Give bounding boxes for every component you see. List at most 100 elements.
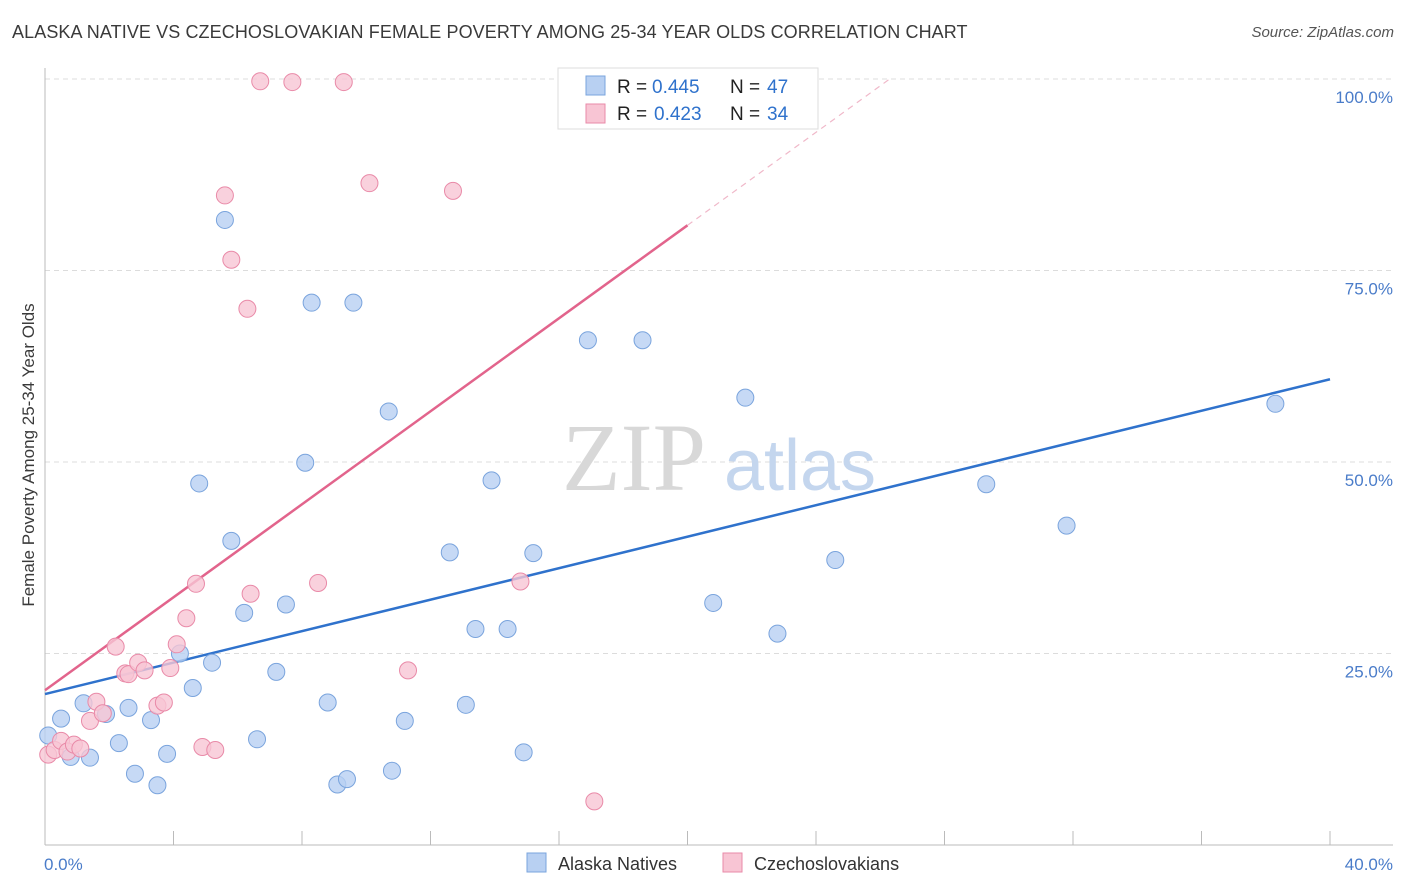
point-czechoslovakians — [399, 661, 418, 680]
point-alaska-natives — [318, 693, 337, 712]
point-alaska-natives — [768, 624, 787, 643]
point-czechoslovakians — [585, 792, 604, 811]
point-alaska-natives — [125, 764, 144, 783]
point-alaska-natives — [704, 593, 723, 612]
point-czechoslovakians — [222, 250, 241, 269]
point-czechoslovakians — [238, 299, 257, 318]
y-axis-label: Female Poverty Among 25-34 Year Olds — [19, 303, 38, 606]
point-alaska-natives — [52, 709, 71, 728]
chart-title: ALASKA NATIVE VS CZECHOSLOVAKIAN FEMALE … — [12, 22, 968, 42]
point-alaska-natives — [466, 619, 485, 638]
point-czechoslovakians — [443, 181, 462, 200]
legend-n-label: N = — [730, 77, 760, 98]
point-alaska-natives — [736, 388, 755, 407]
x-tick-label-min: 0.0% — [44, 855, 83, 874]
point-alaska-natives — [440, 543, 459, 562]
point-alaska-natives — [267, 662, 286, 681]
point-alaska-natives — [344, 293, 363, 312]
point-alaska-natives — [276, 595, 295, 614]
data-points — [39, 72, 1285, 811]
point-czechoslovakians — [215, 186, 234, 205]
legend-r-value: 0.445 — [652, 77, 700, 98]
point-czechoslovakians — [186, 574, 205, 593]
legend-n-label: N = — [730, 104, 760, 125]
point-alaska-natives — [1266, 394, 1285, 413]
point-alaska-natives — [524, 544, 543, 563]
legend-r-value: 0.423 — [654, 104, 702, 125]
point-alaska-natives — [248, 730, 267, 749]
point-czechoslovakians — [309, 574, 328, 593]
point-alaska-natives — [826, 551, 845, 570]
point-alaska-natives — [514, 743, 533, 762]
point-alaska-natives — [215, 210, 234, 229]
point-alaska-natives — [482, 471, 501, 490]
grid-lines — [45, 78, 1393, 654]
trend-line-alaska-natives — [44, 378, 1331, 696]
point-alaska-natives — [578, 331, 597, 350]
point-alaska-natives — [1057, 516, 1076, 535]
point-alaska-natives — [395, 711, 414, 730]
axes — [44, 68, 1393, 846]
point-czechoslovakians — [241, 584, 260, 603]
point-czechoslovakians — [283, 73, 302, 92]
point-alaska-natives — [633, 331, 652, 350]
point-czechoslovakians — [360, 174, 379, 193]
zipatlas-watermark: ZIP atlas — [562, 404, 876, 511]
point-alaska-natives — [456, 695, 475, 714]
legend-r-label: R = — [617, 104, 647, 125]
series-swatch-alaska-natives — [526, 852, 547, 873]
point-alaska-natives — [296, 453, 315, 472]
stats-legend: R = 0.445 N = 47 R = 0.423 N = 34 — [557, 67, 819, 130]
y-tick-labels: 25.0% 50.0% 75.0% 100.0% — [1335, 88, 1393, 682]
point-czechoslovakians — [93, 704, 112, 723]
point-czechoslovakians — [71, 739, 90, 758]
point-alaska-natives — [119, 698, 138, 717]
trend-line-czechoslovakians — [44, 224, 689, 692]
point-alaska-natives — [158, 744, 177, 763]
point-czechoslovakians — [334, 73, 353, 92]
point-czechoslovakians — [167, 635, 186, 654]
point-czechoslovakians — [511, 572, 530, 591]
legend-r-label: R = — [617, 77, 647, 98]
trend-lines — [44, 78, 1331, 696]
legend-n-value: 34 — [767, 104, 789, 125]
trend-extension-czechoslovakians — [687, 78, 891, 226]
point-czechoslovakians — [161, 659, 180, 678]
point-czechoslovakians — [135, 661, 154, 680]
x-tick-labels: 0.0% 40.0% — [44, 855, 1393, 874]
series-legend: Alaska Natives Czechoslovakians — [526, 852, 899, 874]
point-alaska-natives — [382, 761, 401, 780]
point-alaska-natives — [302, 293, 321, 312]
point-alaska-natives — [337, 770, 356, 789]
source-credit: Source: ZipAtlas.com — [1251, 24, 1394, 41]
point-alaska-natives — [222, 531, 241, 550]
point-alaska-natives — [183, 678, 202, 697]
series-name-alaska-natives: Alaska Natives — [558, 854, 677, 874]
point-czechoslovakians — [206, 741, 225, 760]
legend-swatch-pink — [585, 103, 606, 124]
legend-n-value: 47 — [767, 77, 788, 98]
x-tick-label-max: 40.0% — [1345, 855, 1393, 874]
legend-swatch-blue — [585, 75, 606, 96]
point-alaska-natives — [498, 619, 517, 638]
y-tick-label: 100.0% — [1335, 88, 1393, 107]
y-tick-label: 25.0% — [1345, 663, 1393, 682]
point-alaska-natives — [190, 474, 209, 493]
y-tick-label: 50.0% — [1345, 471, 1393, 490]
watermark-atlas: atlas — [724, 426, 876, 506]
series-swatch-czechoslovakians — [722, 852, 743, 873]
y-tick-label: 75.0% — [1345, 280, 1393, 299]
point-czechoslovakians — [106, 637, 125, 656]
point-alaska-natives — [148, 776, 167, 795]
series-name-czechoslovakians: Czechoslovakians — [754, 854, 899, 874]
point-czechoslovakians — [251, 72, 270, 91]
point-alaska-natives — [109, 734, 128, 753]
point-alaska-natives — [203, 653, 222, 672]
point-czechoslovakians — [177, 609, 196, 628]
point-czechoslovakians — [154, 693, 173, 712]
watermark-zip: ZIP — [562, 404, 706, 511]
point-alaska-natives — [379, 402, 398, 421]
point-alaska-natives — [235, 603, 254, 622]
point-alaska-natives — [977, 475, 996, 494]
